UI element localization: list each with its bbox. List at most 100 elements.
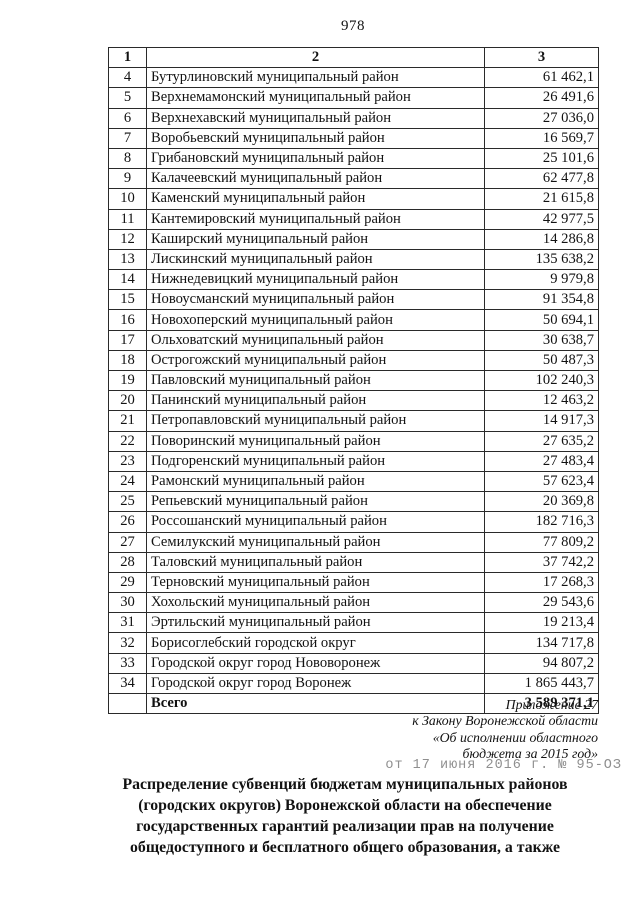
amount-cell: 30 638,7 xyxy=(484,329,599,351)
row-number-cell: 23 xyxy=(108,450,147,472)
amount-cell: 27 635,2 xyxy=(484,430,599,452)
row-number-cell: 19 xyxy=(108,369,147,392)
row-number-cell: 24 xyxy=(108,470,147,493)
title-line: общедоступного и бесплатного общего обра… xyxy=(130,839,560,856)
table-row: 8 Грибановский муниципальный район 25 101,… xyxy=(108,147,599,170)
amount-cell: 12 463,2 xyxy=(484,390,599,412)
amount-cell: 27 483,4 xyxy=(484,450,599,472)
row-number-cell: 33 xyxy=(108,652,147,674)
table-row: 10 Каменский муниципальный район 21 615,8 xyxy=(108,188,599,210)
amount-cell: 135 638,2 xyxy=(484,248,599,271)
row-number-cell: 4 xyxy=(108,67,147,89)
row-number-cell: 25 xyxy=(108,491,147,513)
table-row: 15 Новоусманский муниципальный район 91 35… xyxy=(108,289,599,311)
table-row: 9 Калачеевский муниципальный район 62 477,… xyxy=(108,168,599,190)
row-number-cell: 31 xyxy=(108,612,147,634)
row-number-cell: 32 xyxy=(108,632,147,654)
total-label-cell: Всего xyxy=(146,692,485,715)
total-empty-cell xyxy=(108,692,147,715)
district-name-cell: Верхнехавский муниципальный район xyxy=(146,107,485,129)
row-number-cell: 11 xyxy=(108,208,147,230)
district-name-cell: Каширский муниципальный район xyxy=(146,228,485,250)
district-name-cell: Павловский муниципальный район xyxy=(146,369,485,392)
district-name-cell: Панинский муниципальный район xyxy=(146,390,485,412)
document-title: Распределение субвенций бюджетам муницип… xyxy=(50,774,640,858)
table-row: 33 Городской округ город Нововоронеж 94 80… xyxy=(108,652,599,674)
table-row: 31 Эртильский муниципальный район 19 213,4 xyxy=(108,612,599,634)
amount-cell: 14 917,3 xyxy=(484,410,599,432)
district-name-cell: Кантемировский муниципальный район xyxy=(146,208,485,230)
row-number-cell: 21 xyxy=(108,410,147,432)
amount-cell: 37 742,2 xyxy=(484,551,599,573)
district-name-cell: Калачеевский муниципальный район xyxy=(146,168,485,190)
amount-cell: 61 462,1 xyxy=(484,67,599,89)
district-name-cell: Ольховатский муниципальный район xyxy=(146,329,485,351)
table-body: 4 Бутурлиновский муниципальный район 61 46… xyxy=(108,67,599,695)
district-name-cell: Острогожский муниципальный район xyxy=(146,349,485,372)
row-number-cell: 17 xyxy=(108,329,147,351)
title-line: (городских округов) Воронежской области … xyxy=(138,797,552,814)
district-name-cell: Поворинский муниципальный район xyxy=(146,430,485,452)
table-row: 28 Таловский муниципальный район 37 742,2 xyxy=(108,551,599,573)
district-name-cell: Россошанский муниципальный район xyxy=(146,511,485,533)
row-number-cell: 6 xyxy=(108,107,147,129)
amount-cell: 19 213,4 xyxy=(484,612,599,634)
amount-cell: 94 807,2 xyxy=(484,652,599,674)
table-row: 7 Воробьевский муниципальный район 16 569,… xyxy=(108,127,599,149)
table-row: 25 Репьевский муниципальный район 20 369,8 xyxy=(108,491,599,513)
district-name-cell: Нижнедевицкий муниципальный район xyxy=(146,269,485,291)
row-number-cell: 28 xyxy=(108,551,147,573)
amount-cell: 9 979,8 xyxy=(484,269,599,291)
table-row: 17 Ольховатский муниципальный район 30 638… xyxy=(108,329,599,351)
appendix-reference: Приложение 27 к Закону Воронежской облас… xyxy=(238,697,598,763)
amount-cell: 20 369,8 xyxy=(484,491,599,513)
table-row: 4 Бутурлиновский муниципальный район 61 46… xyxy=(108,67,599,89)
row-number-cell: 18 xyxy=(108,349,147,372)
amount-cell: 91 354,8 xyxy=(484,289,599,311)
amount-cell: 77 809,2 xyxy=(484,531,599,553)
amount-cell: 21 615,8 xyxy=(484,188,599,210)
title-line: Распределение субвенций бюджетам муницип… xyxy=(122,776,568,793)
table-header-row: 1 2 3 xyxy=(108,46,599,69)
row-number-cell: 20 xyxy=(108,390,147,412)
amount-cell: 26 491,6 xyxy=(484,87,599,109)
appendix-line: к Закону Воронежской области xyxy=(412,713,598,729)
amount-cell: 17 268,3 xyxy=(484,571,599,594)
amount-cell: 29 543,6 xyxy=(484,592,599,614)
column-header-1: 1 xyxy=(108,46,147,69)
amount-cell: 57 623,4 xyxy=(484,470,599,493)
total-amount-cell: 3 589 371,1 xyxy=(484,692,599,715)
table-row: 21 Петропавловский муниципальный район 14 … xyxy=(108,410,599,432)
row-number-cell: 12 xyxy=(108,228,147,250)
table-row: 32 Борисоглебский городской округ 134 717,… xyxy=(108,632,599,654)
row-number-cell: 30 xyxy=(108,592,147,614)
row-number-cell: 29 xyxy=(108,571,147,594)
amount-cell: 42 977,5 xyxy=(484,208,599,230)
amount-cell: 14 286,8 xyxy=(484,228,599,250)
amount-cell: 1 865 443,7 xyxy=(484,672,599,695)
table-row: 5 Верхнемамонский муниципальный район 26 4… xyxy=(108,87,599,109)
table-row: 30 Хохольский муниципальный район 29 543,6 xyxy=(108,592,599,614)
row-number-cell: 7 xyxy=(108,127,147,149)
row-number-cell: 16 xyxy=(108,309,147,331)
appendix-line: бюджета за 2015 год» xyxy=(462,746,598,762)
amount-cell: 50 487,3 xyxy=(484,349,599,372)
district-name-cell: Подгоренский муниципальный район xyxy=(146,450,485,472)
district-name-cell: Воробьевский муниципальный район xyxy=(146,127,485,149)
amount-cell: 182 716,3 xyxy=(484,511,599,533)
district-name-cell: Городской округ город Нововоронеж xyxy=(146,652,485,674)
appendix-line: «Об исполнении областного xyxy=(432,729,598,745)
district-name-cell: Терновский муниципальный район xyxy=(146,571,485,594)
table-row: 18 Острогожский муниципальный район 50 487… xyxy=(108,349,599,372)
row-number-cell: 22 xyxy=(108,430,147,452)
district-name-cell: Каменский муниципальный район xyxy=(146,188,485,210)
district-name-cell: Новоусманский муниципальный район xyxy=(146,289,485,311)
table-row: 14 Нижнедевицкий муниципальный район 9 979… xyxy=(108,269,599,291)
page-number: 978 xyxy=(341,18,365,34)
district-name-cell: Верхнемамонский муниципальный район xyxy=(146,87,485,109)
table-row: 12 Каширский муниципальный район 14 286,8 xyxy=(108,228,599,250)
amount-cell: 134 717,8 xyxy=(484,632,599,654)
district-name-cell: Петропавловский муниципальный район xyxy=(146,410,485,432)
district-name-cell: Новохоперский муниципальный район xyxy=(146,309,485,331)
row-number-cell: 14 xyxy=(108,269,147,291)
